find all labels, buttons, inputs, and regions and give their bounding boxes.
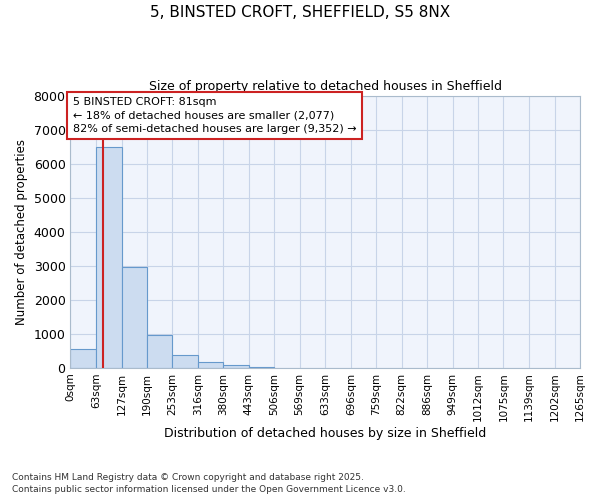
Bar [122, 267, 147, 368]
Bar [70, 349, 96, 368]
Bar [96, 148, 122, 368]
Bar [198, 362, 223, 368]
Bar [147, 335, 172, 368]
Y-axis label: Number of detached properties: Number of detached properties [15, 138, 28, 324]
Bar [249, 366, 274, 368]
Text: 5 BINSTED CROFT: 81sqm
← 18% of detached houses are smaller (2,077)
82% of semi-: 5 BINSTED CROFT: 81sqm ← 18% of detached… [73, 98, 356, 134]
Bar [223, 365, 249, 368]
Bar [172, 355, 198, 368]
Text: Contains public sector information licensed under the Open Government Licence v3: Contains public sector information licen… [12, 485, 406, 494]
Text: 5, BINSTED CROFT, SHEFFIELD, S5 8NX: 5, BINSTED CROFT, SHEFFIELD, S5 8NX [150, 5, 450, 20]
X-axis label: Distribution of detached houses by size in Sheffield: Distribution of detached houses by size … [164, 427, 487, 440]
Title: Size of property relative to detached houses in Sheffield: Size of property relative to detached ho… [149, 80, 502, 93]
Text: Contains HM Land Registry data © Crown copyright and database right 2025.: Contains HM Land Registry data © Crown c… [12, 472, 364, 482]
